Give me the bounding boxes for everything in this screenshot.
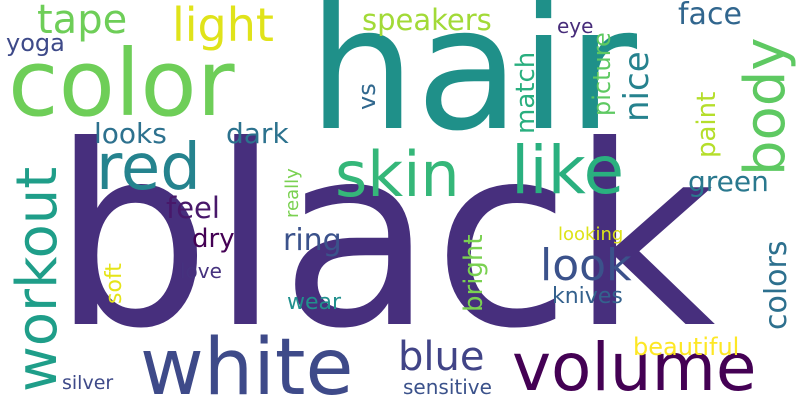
word-bright: bright xyxy=(459,234,489,312)
word-blue: blue xyxy=(398,334,485,380)
word-hair: hair xyxy=(308,0,638,169)
word-color: color xyxy=(8,30,235,137)
word-yoga: yoga xyxy=(6,29,65,57)
word-body: body xyxy=(733,37,798,177)
word-match: match xyxy=(511,51,541,134)
word-green: green xyxy=(688,165,769,198)
word-dark: dark xyxy=(226,117,289,150)
word-nice: nice xyxy=(617,51,657,122)
word-eye: eye xyxy=(557,14,594,38)
word-love: love xyxy=(180,259,222,283)
word-like: like xyxy=(511,132,625,209)
word-paint: paint xyxy=(692,91,722,158)
word-wear: wear xyxy=(287,290,342,315)
word-soft: soft xyxy=(102,263,127,304)
word-feel: feel xyxy=(166,191,220,225)
word-workout: workout xyxy=(5,166,70,392)
word-looking: looking xyxy=(558,224,624,245)
word-black: black xyxy=(52,92,716,383)
word-speakers: speakers xyxy=(362,3,492,37)
word-picture: picture xyxy=(588,32,616,116)
word-volume: volume xyxy=(512,329,757,400)
word-light: light xyxy=(172,0,274,52)
word-white: white xyxy=(140,323,354,400)
word-colors: colors xyxy=(759,240,794,330)
word-looks: looks xyxy=(94,117,167,150)
word-really: really xyxy=(282,168,303,218)
word-sensitive: sensitive xyxy=(403,375,492,399)
word-look: look xyxy=(540,240,632,291)
word-silver: silver xyxy=(62,372,114,394)
word-face: face xyxy=(678,0,742,32)
word-tape: tape xyxy=(37,0,128,43)
word-red: red xyxy=(96,131,201,205)
word-dry: dry xyxy=(192,224,235,254)
word-skin: skin xyxy=(335,138,460,211)
word-beautiful: beautiful xyxy=(633,333,740,361)
word-vs: vs xyxy=(353,83,381,110)
word-knives: knives xyxy=(552,284,623,309)
word-ring: ring xyxy=(283,223,342,258)
